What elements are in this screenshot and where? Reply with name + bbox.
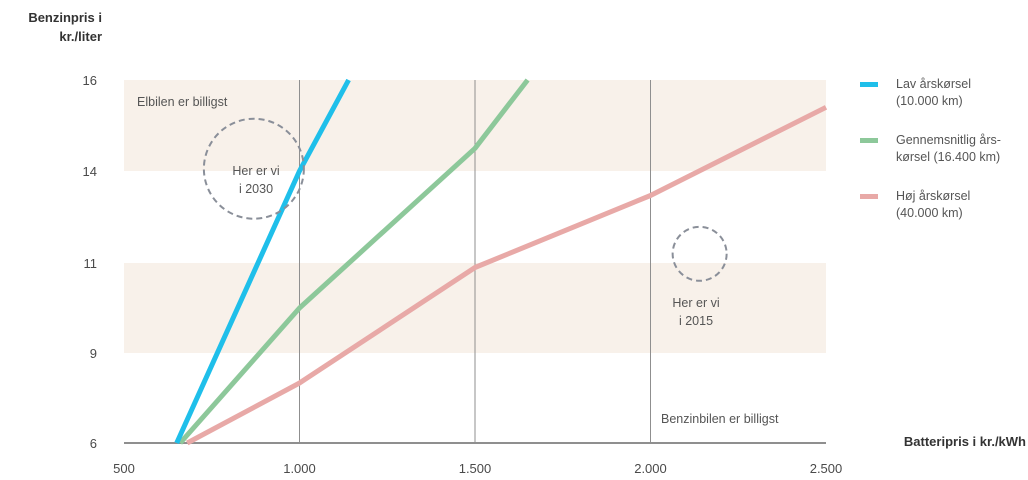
annotation-2015: Her er vi i 2015 <box>646 294 746 330</box>
legend-label-hoj-line1: Høj årskørsel <box>896 189 971 203</box>
legend-swatch-hoj <box>860 194 878 199</box>
x-axis-title: Batteripris i kr./kWh <box>903 434 1026 449</box>
annotation-2030-line1: Her er vi <box>232 164 280 178</box>
series-line-2 <box>186 105 828 446</box>
legend-item-gennemsnitlig: Gennemsnitlig års- kørsel (16.400 km) <box>860 132 1028 166</box>
annotation-circle-2030 <box>202 117 305 220</box>
annotation-circle-2015 <box>671 225 728 282</box>
annotation-2030: Her er vi i 2030 <box>206 162 306 198</box>
legend-label-lav-line1: Lav årskørsel <box>896 77 972 91</box>
annotation-2030-line2: i 2030 <box>238 182 274 196</box>
legend-label-gennemsnitlig-line1: Gennemsnitlig års- <box>896 133 1001 147</box>
legend-swatch-gennemsnitlig <box>860 138 878 143</box>
legend: Lav årskørsel (10.000 km) Gennemsnitlig … <box>860 76 1028 244</box>
x-tick-label-1000: 1.000 <box>283 461 316 476</box>
tick-labels: 500 1.000 1.500 2.000 2.500 6 9 11 14 16 <box>83 73 843 476</box>
legend-label-hoj-line2: (40.000 km) <box>896 206 963 220</box>
y-axis-title: Benzinpris i kr./liter <box>0 8 102 46</box>
x-tick-label-500: 500 <box>113 461 135 476</box>
legend-label-lav-line2: (10.000 km) <box>896 94 963 108</box>
series-line-0 <box>174 78 351 445</box>
y-axis-title-line1: Benzinpris i <box>28 10 102 25</box>
legend-swatch-lav <box>860 82 878 87</box>
annotation-2015-line1: Her er vi <box>672 296 720 310</box>
y-axis-title-line2: kr./liter <box>59 29 102 44</box>
chart-series-lines <box>174 78 828 446</box>
y-tick-label-14: 14 <box>83 164 97 179</box>
annotation-circles <box>202 117 728 282</box>
y-tick-label-6: 6 <box>90 436 97 451</box>
region-label-top-left: Elbilen er billigst <box>137 95 228 109</box>
legend-label-gennemsnitlig-line2: kørsel (16.400 km) <box>896 150 1001 164</box>
x-tick-label-2500: 2.500 <box>810 461 843 476</box>
y-tick-label-16: 16 <box>83 73 97 88</box>
y-tick-label-9: 9 <box>90 346 97 361</box>
x-tick-label-2000: 2.000 <box>634 461 667 476</box>
y-tick-label-11: 11 <box>84 256 98 271</box>
annotation-2015-line2: i 2015 <box>678 314 714 328</box>
region-label-bottom-right: Benzinbilen er billigst <box>661 412 779 426</box>
series-line-1 <box>178 78 530 445</box>
legend-item-hoj: Høj årskørsel (40.000 km) <box>860 188 1028 222</box>
x-tick-label-1500: 1.500 <box>459 461 492 476</box>
legend-item-lav: Lav årskørsel (10.000 km) <box>860 76 1028 110</box>
